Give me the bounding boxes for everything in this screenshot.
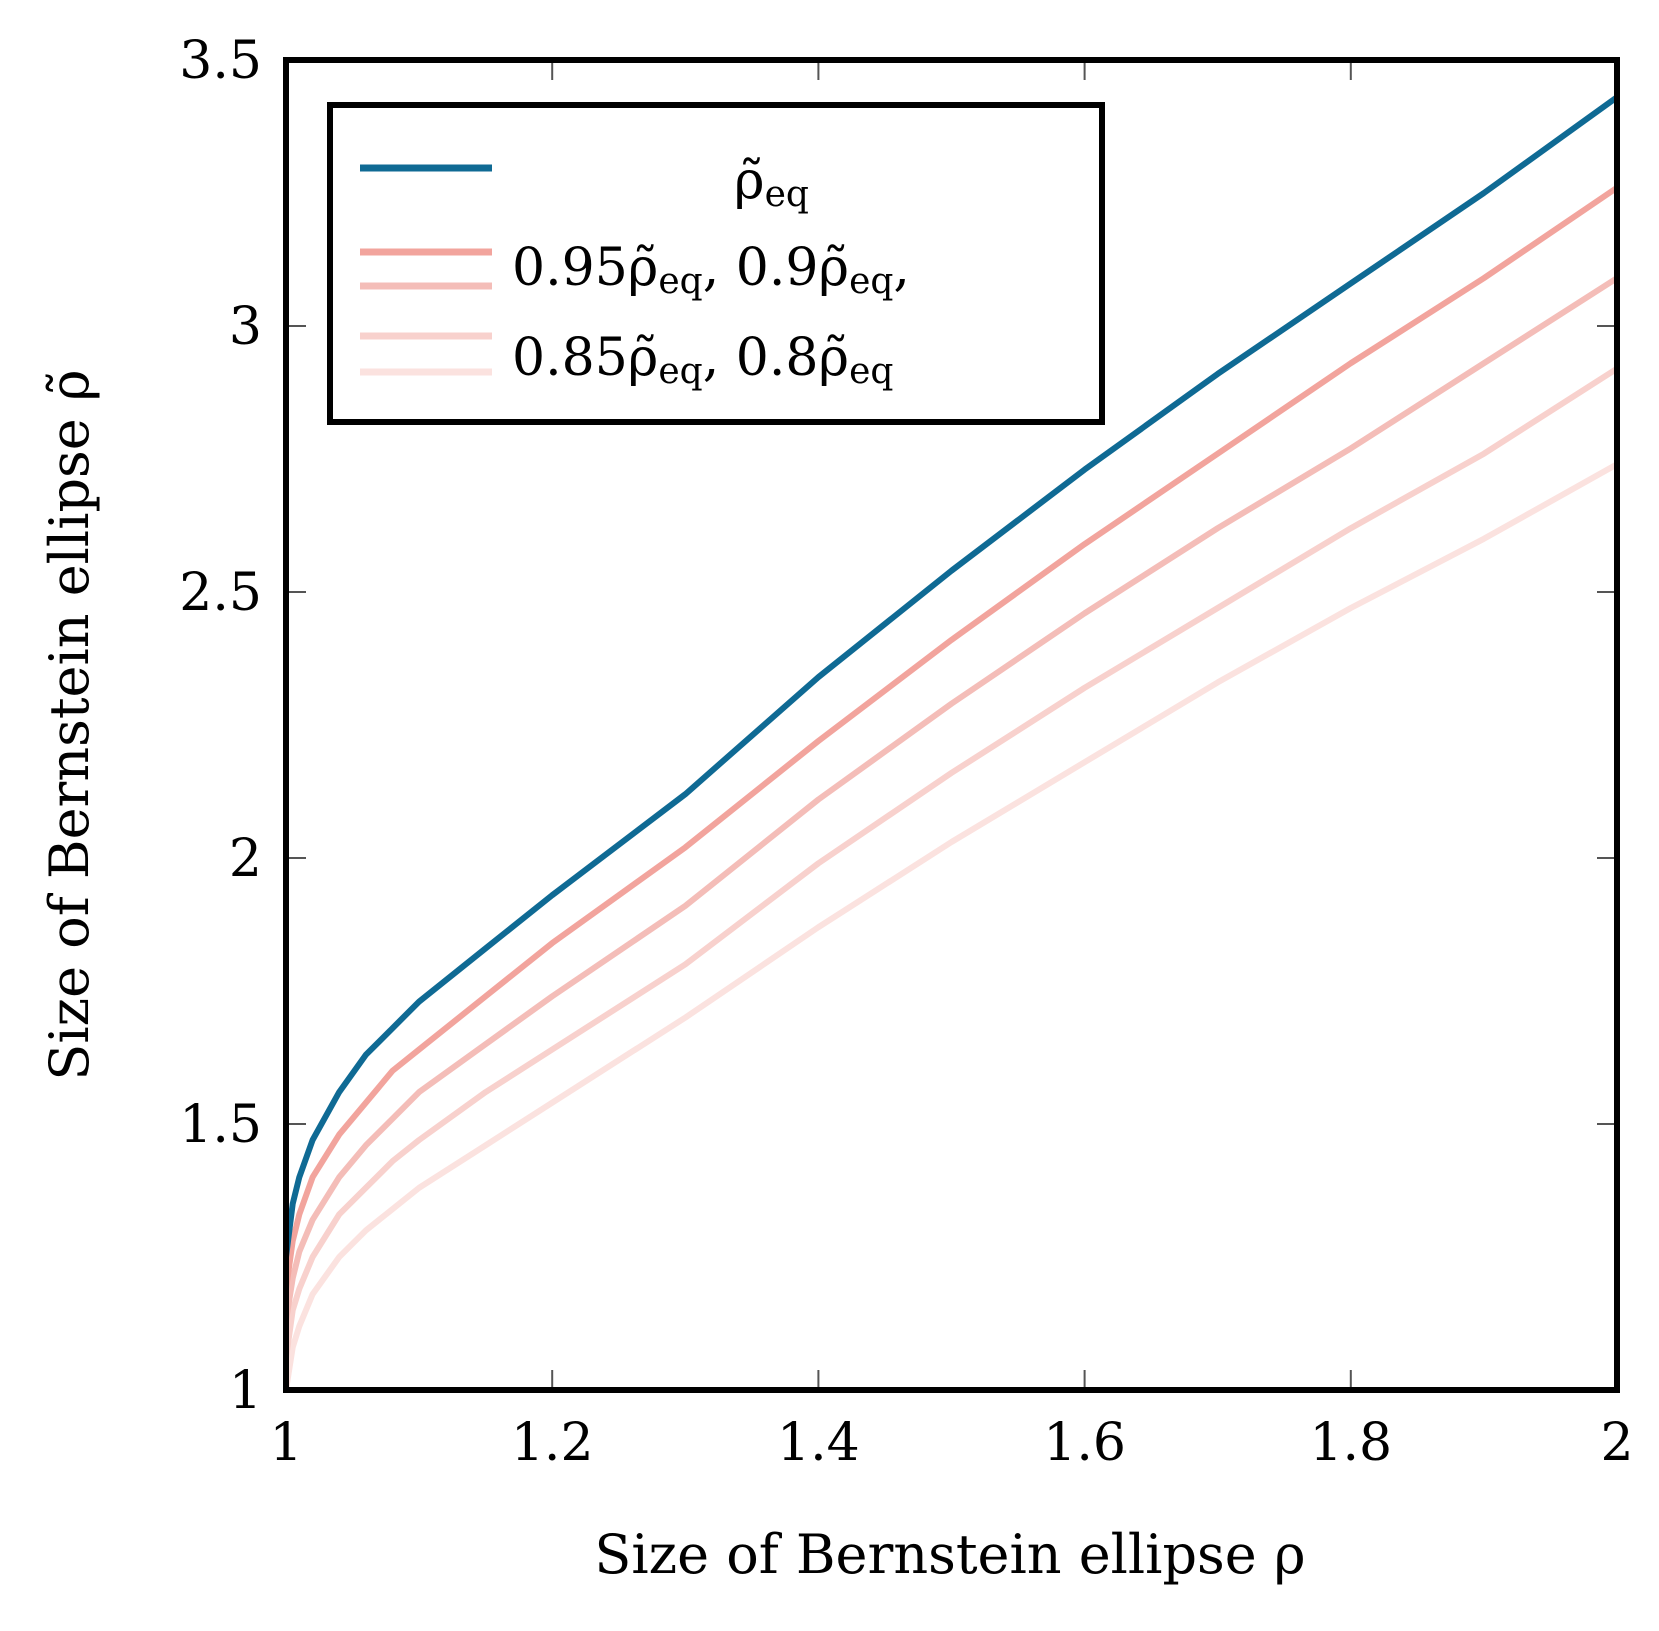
legend: ρ̃eq 0.95ρ̃eq, 0.9ρ̃eq, 0.85ρ̃eq, 0.8ρ̃e… <box>327 102 1105 425</box>
y-tick-label: 1.5 <box>179 1095 262 1155</box>
legend-entry-085-08: 0.85ρ̃eq, 0.8ρ̃eq <box>512 328 893 392</box>
series-line <box>283 461 1620 1393</box>
y-tick-label: 2 <box>229 829 262 889</box>
plot-series <box>283 94 1620 1393</box>
y-tick-label: 3.5 <box>179 31 262 91</box>
x-axis-label: Size of Bernstein ellipse ρ <box>594 1523 1305 1586</box>
x-tick-label: 2 <box>1600 1413 1633 1473</box>
legend-entry-095-09: 0.95ρ̃eq, 0.9ρ̃eq, <box>512 238 910 302</box>
x-tick-label: 1 <box>269 1413 302 1473</box>
series-line <box>283 94 1620 1260</box>
y-tick-label: 3 <box>229 297 262 357</box>
x-tick-label: 1.2 <box>511 1413 594 1473</box>
legend-entry-rho-eq: ρ̃eq <box>734 151 809 215</box>
x-tick-label: 1.6 <box>1043 1413 1126 1473</box>
series-line <box>283 275 1620 1324</box>
legend-swatches <box>360 164 492 376</box>
x-tick-label: 1.8 <box>1309 1413 1392 1473</box>
series-line <box>283 365 1620 1362</box>
y-tick-label: 2.5 <box>179 563 262 623</box>
y-axis-label: Size of Bernstein ellipse ρ̃ <box>38 369 101 1080</box>
x-tick-labels: 1 1.2 1.4 1.6 1.8 2 <box>269 1413 1633 1473</box>
series-line <box>283 184 1620 1292</box>
x-tick-label: 1.4 <box>777 1413 860 1473</box>
y-tick-labels: 1 1.5 2 2.5 3 3.5 <box>179 31 262 1421</box>
y-tick-label: 1 <box>229 1361 262 1421</box>
plot-frame <box>283 57 1620 1393</box>
